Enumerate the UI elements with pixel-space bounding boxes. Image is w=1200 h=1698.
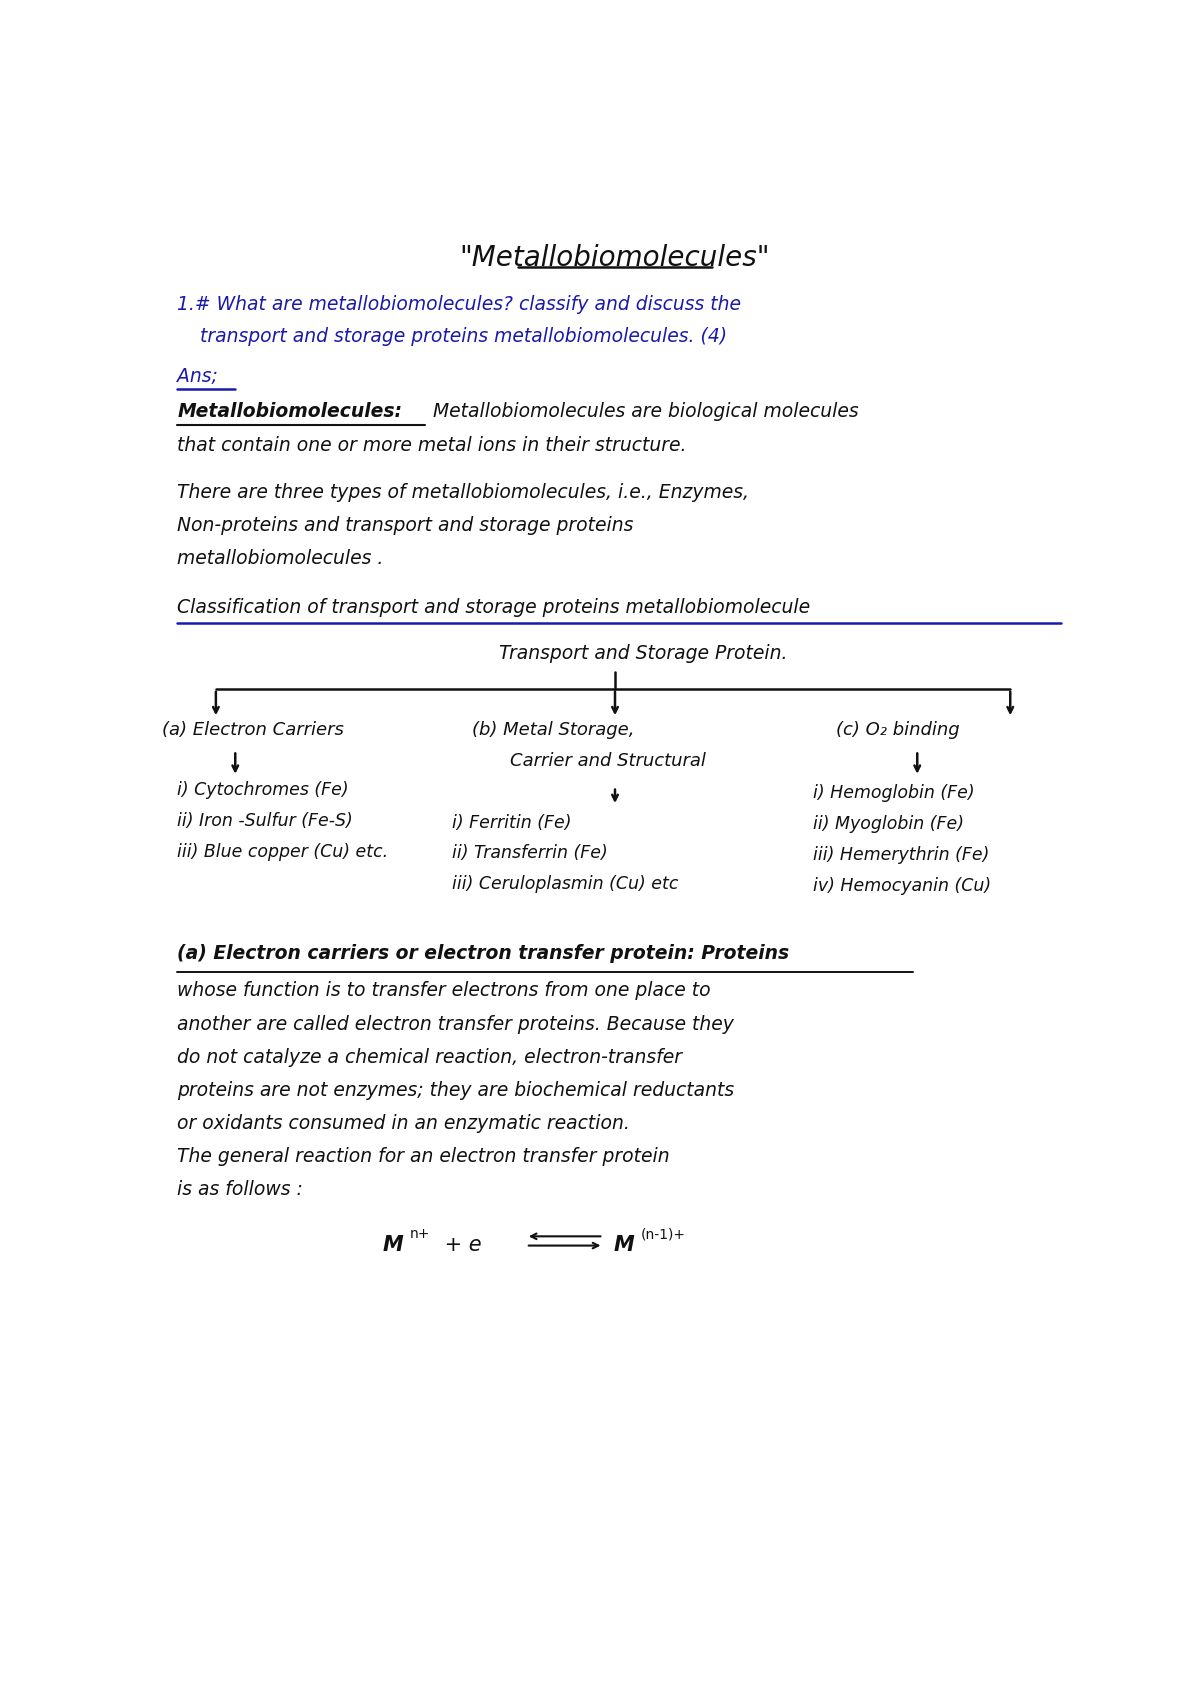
- Text: + e: + e: [438, 1234, 482, 1255]
- Text: (a) Electron carriers or electron transfer protein: Proteins: (a) Electron carriers or electron transf…: [178, 944, 790, 963]
- Text: Classification of transport and storage proteins metallobiomolecule: Classification of transport and storage …: [178, 598, 810, 616]
- Text: "Metallobiomolecules": "Metallobiomolecules": [460, 245, 770, 272]
- Text: (c) O₂ binding: (c) O₂ binding: [836, 722, 960, 739]
- Text: Transport and Storage Protein.: Transport and Storage Protein.: [499, 644, 787, 664]
- Text: Metallobiomolecules are biological molecules: Metallobiomolecules are biological molec…: [427, 402, 859, 421]
- Text: Metallobiomolecules:: Metallobiomolecules:: [178, 402, 402, 421]
- Text: M: M: [383, 1234, 403, 1255]
- Text: n+: n+: [409, 1228, 430, 1241]
- Text: (b) Metal Storage,: (b) Metal Storage,: [472, 722, 634, 739]
- Text: iii) Ceruloplasmin (Cu) etc: iii) Ceruloplasmin (Cu) etc: [452, 874, 679, 893]
- Text: M: M: [613, 1234, 635, 1255]
- Text: iii) Blue copper (Cu) etc.: iii) Blue copper (Cu) etc.: [178, 842, 389, 861]
- Text: Carrier and Structural: Carrier and Structural: [510, 752, 707, 769]
- Text: Ans;: Ans;: [178, 367, 218, 385]
- Text: (n-1)+: (n-1)+: [641, 1228, 685, 1241]
- Text: do not catalyze a chemical reaction, electron-transfer: do not catalyze a chemical reaction, ele…: [178, 1048, 682, 1066]
- Text: whose function is to transfer electrons from one place to: whose function is to transfer electrons …: [178, 981, 710, 1000]
- Text: There are three types of metallobiomolecules, i.e., Enzymes,: There are three types of metallobiomolec…: [178, 482, 749, 501]
- Text: transport and storage proteins metallobiomolecules. (4): transport and storage proteins metallobi…: [200, 328, 727, 346]
- Text: iii) Hemerythrin (Fe): iii) Hemerythrin (Fe): [812, 846, 989, 864]
- Text: Non-proteins and transport and storage proteins: Non-proteins and transport and storage p…: [178, 516, 634, 535]
- Text: is as follows :: is as follows :: [178, 1180, 302, 1199]
- Text: proteins are not enzymes; they are biochemical reductants: proteins are not enzymes; they are bioch…: [178, 1082, 734, 1100]
- Text: ii) Iron -Sulfur (Fe-S): ii) Iron -Sulfur (Fe-S): [178, 812, 353, 830]
- Text: i) Hemoglobin (Fe): i) Hemoglobin (Fe): [812, 784, 974, 803]
- Text: ii) Myoglobin (Fe): ii) Myoglobin (Fe): [812, 815, 964, 834]
- Text: that contain one or more metal ions in their structure.: that contain one or more metal ions in t…: [178, 435, 686, 455]
- Text: iv) Hemocyanin (Cu): iv) Hemocyanin (Cu): [812, 876, 991, 895]
- Text: 1.# What are metallobiomolecules? classify and discuss the: 1.# What are metallobiomolecules? classi…: [178, 295, 742, 314]
- Text: another are called electron transfer proteins. Because they: another are called electron transfer pro…: [178, 1015, 734, 1034]
- Text: or oxidants consumed in an enzymatic reaction.: or oxidants consumed in an enzymatic rea…: [178, 1114, 630, 1133]
- Text: i) Cytochromes (Fe): i) Cytochromes (Fe): [178, 781, 349, 800]
- Text: (a) Electron Carriers: (a) Electron Carriers: [162, 722, 343, 739]
- Text: ii) Transferrin (Fe): ii) Transferrin (Fe): [452, 844, 608, 863]
- Text: i) Ferritin (Fe): i) Ferritin (Fe): [452, 813, 571, 832]
- Text: metallobiomolecules .: metallobiomolecules .: [178, 548, 384, 567]
- Text: The general reaction for an electron transfer protein: The general reaction for an electron tra…: [178, 1148, 670, 1167]
